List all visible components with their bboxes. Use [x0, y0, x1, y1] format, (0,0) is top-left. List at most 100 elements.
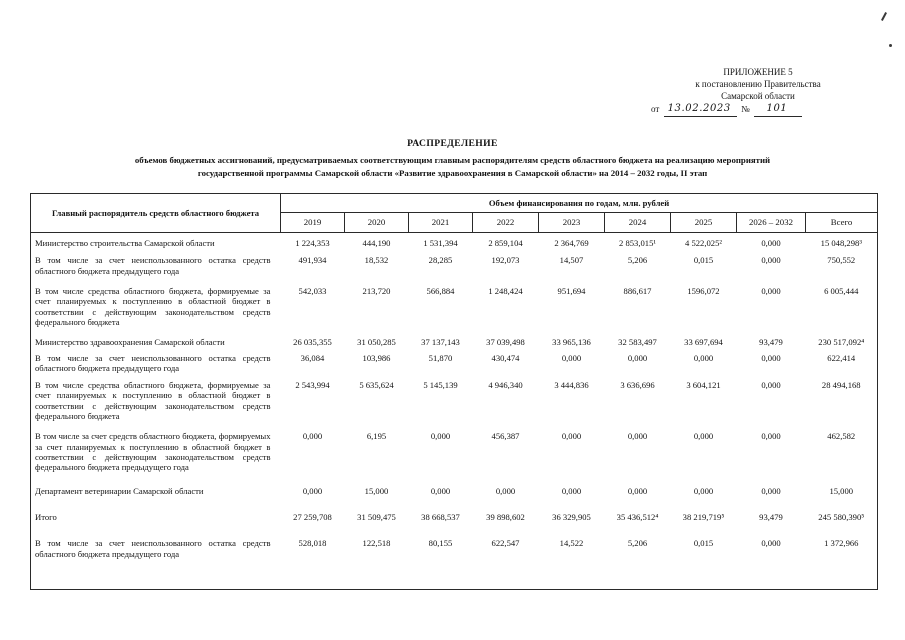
row-value: 0,000 [561, 485, 582, 496]
col-header-year: 2026 – 2032 [736, 212, 806, 233]
row-value: 491,934 [298, 255, 327, 266]
row-value: 0,000 [561, 352, 582, 363]
row-value: 0,015 [693, 538, 714, 549]
row-label: В том числе за счет неиспользованного ос… [35, 538, 271, 559]
row-value: 0,000 [627, 431, 648, 442]
table-row: Департамент ветеринарии Самарской област… [31, 473, 878, 496]
row-value: 103,986 [362, 352, 391, 363]
row-value: 462,582 [827, 431, 856, 442]
row-value: 4 522,025² [685, 238, 722, 248]
row-value: 0,000 [495, 485, 516, 496]
row-value: 0,000 [302, 485, 323, 496]
row-value: 0,000 [693, 352, 714, 363]
row-value: 27 259,708 [293, 511, 332, 522]
row-value: 0,000 [561, 431, 582, 442]
row-value: 39 898,602 [486, 511, 525, 522]
row-value: 80,155 [428, 538, 453, 549]
row-value: 32 583,497 [618, 337, 657, 348]
row-value: 0,000 [761, 352, 781, 363]
row-value: 14,522 [559, 538, 584, 549]
row-value: 0,000 [627, 352, 648, 363]
document-title: РАСПРЕДЕЛЕНИЕ объемов бюджетных ассигнов… [20, 137, 885, 179]
row-value: 5 145,139 [423, 380, 458, 391]
row-value: 1596,072 [687, 285, 720, 296]
table-row: Министерство строительства Самарской обл… [31, 233, 878, 249]
row-value: 0,000 [761, 255, 781, 266]
table-row: В том числе за счет средств областного б… [31, 421, 878, 472]
row-value: 886,617 [623, 285, 652, 296]
row-value: 93,479 [759, 511, 783, 522]
appendix-region-line: Самарской области [721, 91, 795, 102]
scan-artifact [881, 12, 887, 21]
col-header-year: 2020 [344, 212, 409, 233]
title-line-2: государственной программы Самарской обла… [197, 167, 708, 178]
table-row: В том числе средства областного бюджета,… [31, 373, 878, 421]
row-value: 0,000 [302, 431, 323, 442]
col-header-administrator: Главный распорядитель средств областного… [30, 193, 281, 233]
row-value: 3 636,696 [620, 380, 655, 391]
title-heading: РАСПРЕДЕЛЕНИЕ [407, 138, 498, 149]
row-label: Министерство здравоохранения Самарской о… [35, 337, 225, 348]
row-value: 430,474 [491, 352, 520, 363]
table-row: В том числе за счет неиспользованного ос… [31, 522, 878, 589]
budget-table-wrap: Главный распорядитель средств областного… [30, 193, 879, 590]
row-value: 0,000 [761, 285, 781, 296]
col-header-year: 2024 [604, 212, 671, 233]
row-value: 6 005,444 [824, 285, 859, 296]
date-prefix: от [651, 104, 660, 115]
row-value: 93,479 [759, 337, 783, 348]
row-value: 5,206 [627, 255, 648, 266]
col-header-total: Всего [804, 212, 879, 233]
table-header-row-1: Главный распорядитель средств областного… [30, 193, 879, 233]
row-value: 2 859,104 [488, 238, 523, 248]
table-header-row-2: 2019 2020 2021 2022 2023 2024 2025 2026 … [31, 212, 879, 233]
row-value: 213,720 [362, 285, 391, 296]
row-value: 622,547 [491, 538, 520, 549]
row-value: 0,000 [430, 485, 451, 496]
row-value: 6,195 [366, 431, 387, 442]
row-value: 192,073 [491, 255, 520, 266]
row-value: 566,884 [426, 285, 455, 296]
table-row: В том числе за счет неиспользованного ос… [31, 248, 878, 276]
row-value: 0,000 [761, 431, 781, 442]
col-header-year: 2025 [670, 212, 737, 233]
row-value: 1 531,394 [423, 238, 458, 248]
handwritten-date: 13.02.2023 [663, 102, 737, 117]
table-row: В том числе средства областного бюджета,… [31, 276, 878, 327]
table-row: В том числе за счет неиспользованного ос… [31, 348, 878, 374]
row-value: 38 668,537 [421, 511, 460, 522]
title-line-1: объемов бюджетных ассигнований, предусма… [134, 154, 771, 165]
row-value: 0,015 [693, 255, 714, 266]
row-value: 28 494,168 [821, 380, 861, 391]
row-value: 456,387 [491, 431, 520, 442]
row-value: 542,033 [298, 285, 327, 296]
row-value: 26 035,355 [293, 337, 332, 348]
col-header-year: 2021 [408, 212, 473, 233]
row-value: 33 697,694 [684, 337, 723, 348]
row-value: 35 436,512⁴ [616, 511, 659, 522]
row-value: 3 604,121 [686, 380, 721, 391]
row-value: 5,206 [627, 538, 648, 549]
row-value: 0,000 [761, 380, 781, 391]
row-value: 122,518 [362, 538, 391, 549]
row-value: 15,000 [829, 485, 854, 496]
col-header-financing: Объем финансирования по годам, млн. рубл… [279, 193, 879, 213]
row-value: 3 444,836 [554, 380, 589, 391]
row-value: 15,000 [364, 485, 389, 496]
appendix-resolution-line: к постановлению Правительства [695, 79, 821, 90]
appendix-block: ПРИЛОЖЕНИЕ 5 к постановлению Правительст… [651, 66, 865, 118]
row-value: 14,507 [559, 255, 584, 266]
row-label: Итого [35, 511, 57, 522]
col-header-year: 2019 [280, 212, 345, 233]
row-label: В том числе за счет неиспользованного ос… [35, 352, 271, 373]
row-label: Департамент ветеринарии Самарской област… [35, 485, 204, 496]
row-value: 951,694 [557, 285, 586, 296]
row-value: 0,000 [430, 431, 451, 442]
row-value: 0,000 [761, 538, 781, 549]
col-header-year: 2023 [538, 212, 605, 233]
row-value: 33 965,136 [552, 337, 591, 348]
row-value: 5 635,624 [359, 380, 394, 391]
col-header-year: 2022 [472, 212, 539, 233]
row-value: 4 946,340 [488, 380, 523, 391]
row-value: 51,870 [428, 352, 453, 363]
